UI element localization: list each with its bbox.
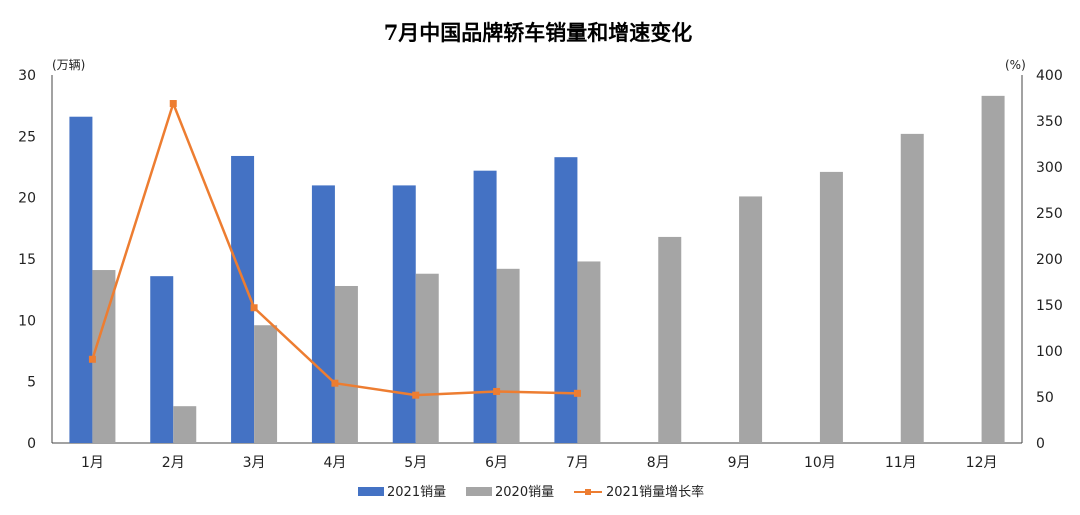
chart-title: 7月中国品牌轿车销量和增速变化: [384, 20, 693, 45]
x-tick-label: 4月: [323, 455, 346, 471]
x-tick-label: 7月: [566, 455, 589, 471]
legend-label-2021: 2021销量: [387, 485, 446, 500]
bar-2020销量-1月: [92, 270, 116, 443]
right-axis-ticks: 0 50 100 150 200 250 300 350 400: [1036, 68, 1063, 452]
bar-2020销量-8月: [658, 236, 682, 443]
right-tick-label: 200: [1036, 252, 1063, 268]
bar-2021销量-3月: [231, 155, 255, 443]
legend-swatch-2020: [466, 487, 492, 496]
left-tick-label: 5: [27, 375, 36, 391]
bar-2021销量-7月: [554, 157, 578, 444]
bar-2020销量-7月: [577, 261, 601, 443]
x-tick-label: 1月: [81, 455, 104, 471]
growth-point-6月: [493, 387, 501, 395]
bar-2020销量-12月: [981, 95, 1005, 443]
legend-label-growth: 2021销量增长率: [606, 484, 704, 500]
left-tick-label: 30: [18, 68, 36, 84]
left-tick-label: 25: [18, 129, 36, 145]
right-tick-label: 0: [1036, 436, 1045, 452]
right-tick-label: 300: [1036, 160, 1063, 176]
x-tick-label: 10月: [804, 455, 836, 471]
bar-2021销量-2月: [150, 276, 174, 443]
x-tick-label: 9月: [728, 455, 751, 471]
bar-2021销量-5月: [392, 185, 416, 443]
growth-point-2月: [169, 100, 177, 108]
x-tick-label: 8月: [647, 455, 670, 471]
right-tick-label: 350: [1036, 114, 1063, 130]
left-tick-label: 15: [18, 252, 36, 268]
growth-point-1月: [88, 355, 96, 363]
bar-2020销量-9月: [739, 196, 763, 443]
right-axis-unit: (%): [1005, 58, 1026, 72]
left-axis-ticks: 0 5 10 15 20 25 30: [18, 68, 36, 452]
growth-point-4月: [331, 379, 339, 387]
bar-2020销量-10月: [819, 171, 843, 443]
right-tick-label: 250: [1036, 206, 1063, 222]
x-tick-label: 6月: [485, 455, 508, 471]
x-tick-label: 3月: [243, 455, 266, 471]
x-tick-label: 5月: [404, 455, 427, 471]
legend-swatch-2021: [358, 487, 384, 496]
legend-label-2020: 2020销量: [495, 485, 554, 500]
bar-2021销量-1月: [69, 116, 93, 443]
legend-swatch-growth-marker: [585, 489, 591, 495]
bar-2020销量-2月: [173, 406, 197, 443]
bar-2021销量-4月: [311, 185, 335, 443]
right-tick-label: 400: [1036, 68, 1063, 84]
bar-2020销量-6月: [496, 268, 520, 443]
x-axis-labels: 1月 2月 3月 4月 5月 6月 7月 8月 9月 10月 11月 12月: [81, 455, 998, 471]
left-axis-unit: (万辆): [52, 58, 85, 72]
x-tick-label: 2月: [162, 455, 185, 471]
bar-2020销量-11月: [900, 133, 924, 443]
left-tick-label: 0: [27, 436, 36, 452]
right-tick-label: 100: [1036, 344, 1063, 360]
legend: 2021销量 2020销量 2021销量增长率: [358, 484, 704, 500]
bar-2020销量-5月: [415, 273, 439, 443]
right-tick-label: 50: [1036, 390, 1054, 406]
right-tick-label: 150: [1036, 298, 1063, 314]
bar-2021销量-6月: [473, 170, 497, 443]
growth-point-7月: [573, 389, 581, 397]
bar-2020销量-4月: [334, 285, 358, 443]
growth-point-3月: [250, 304, 258, 312]
x-tick-label: 12月: [966, 455, 998, 471]
growth-point-5月: [412, 391, 420, 399]
bar-2020销量-3月: [254, 325, 278, 443]
left-tick-label: 10: [18, 313, 36, 329]
x-tick-label: 11月: [885, 455, 917, 471]
left-tick-label: 20: [18, 191, 36, 207]
growth-line-series: [88, 100, 581, 399]
bars: [69, 95, 1005, 444]
